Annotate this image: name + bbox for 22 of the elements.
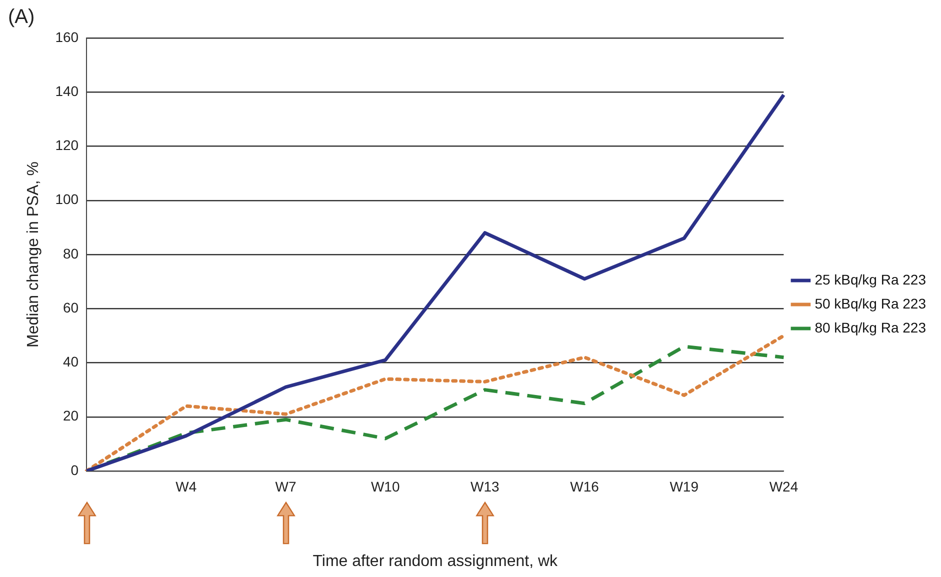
y-tick-label: 60 bbox=[62, 299, 79, 316]
chart-title: (A) bbox=[8, 6, 35, 29]
legend-label: 50 kBq/kg Ra 223 bbox=[814, 295, 926, 312]
x-tick-label: W19 bbox=[670, 478, 699, 494]
legend-label: 25 kBq/kg Ra 223 bbox=[814, 271, 926, 288]
x-tick-label: W13 bbox=[470, 478, 500, 494]
y-tick-label: 20 bbox=[62, 408, 79, 424]
y-axis-title: Median change in PSA, % bbox=[25, 162, 42, 348]
y-tick-label: 40 bbox=[62, 354, 79, 370]
x-tick-label: W16 bbox=[570, 478, 600, 494]
x-tick-label: W24 bbox=[769, 478, 798, 494]
x-axis-title: Time after random assignment, wk bbox=[312, 552, 559, 570]
y-tick-label: 140 bbox=[55, 82, 79, 99]
y-tick-label: 100 bbox=[55, 191, 79, 208]
legend-label: 80 kBq/kg Ra 223 bbox=[814, 319, 926, 336]
y-tick-label: 80 bbox=[62, 245, 79, 262]
y-tick-label: 120 bbox=[55, 137, 79, 154]
x-tick-label: W7 bbox=[275, 478, 296, 494]
x-tick-label: W10 bbox=[370, 478, 400, 494]
x-tick-label: W4 bbox=[176, 478, 197, 494]
y-tick-label: 0 bbox=[70, 462, 79, 478]
y-tick-label: 160 bbox=[55, 28, 79, 45]
